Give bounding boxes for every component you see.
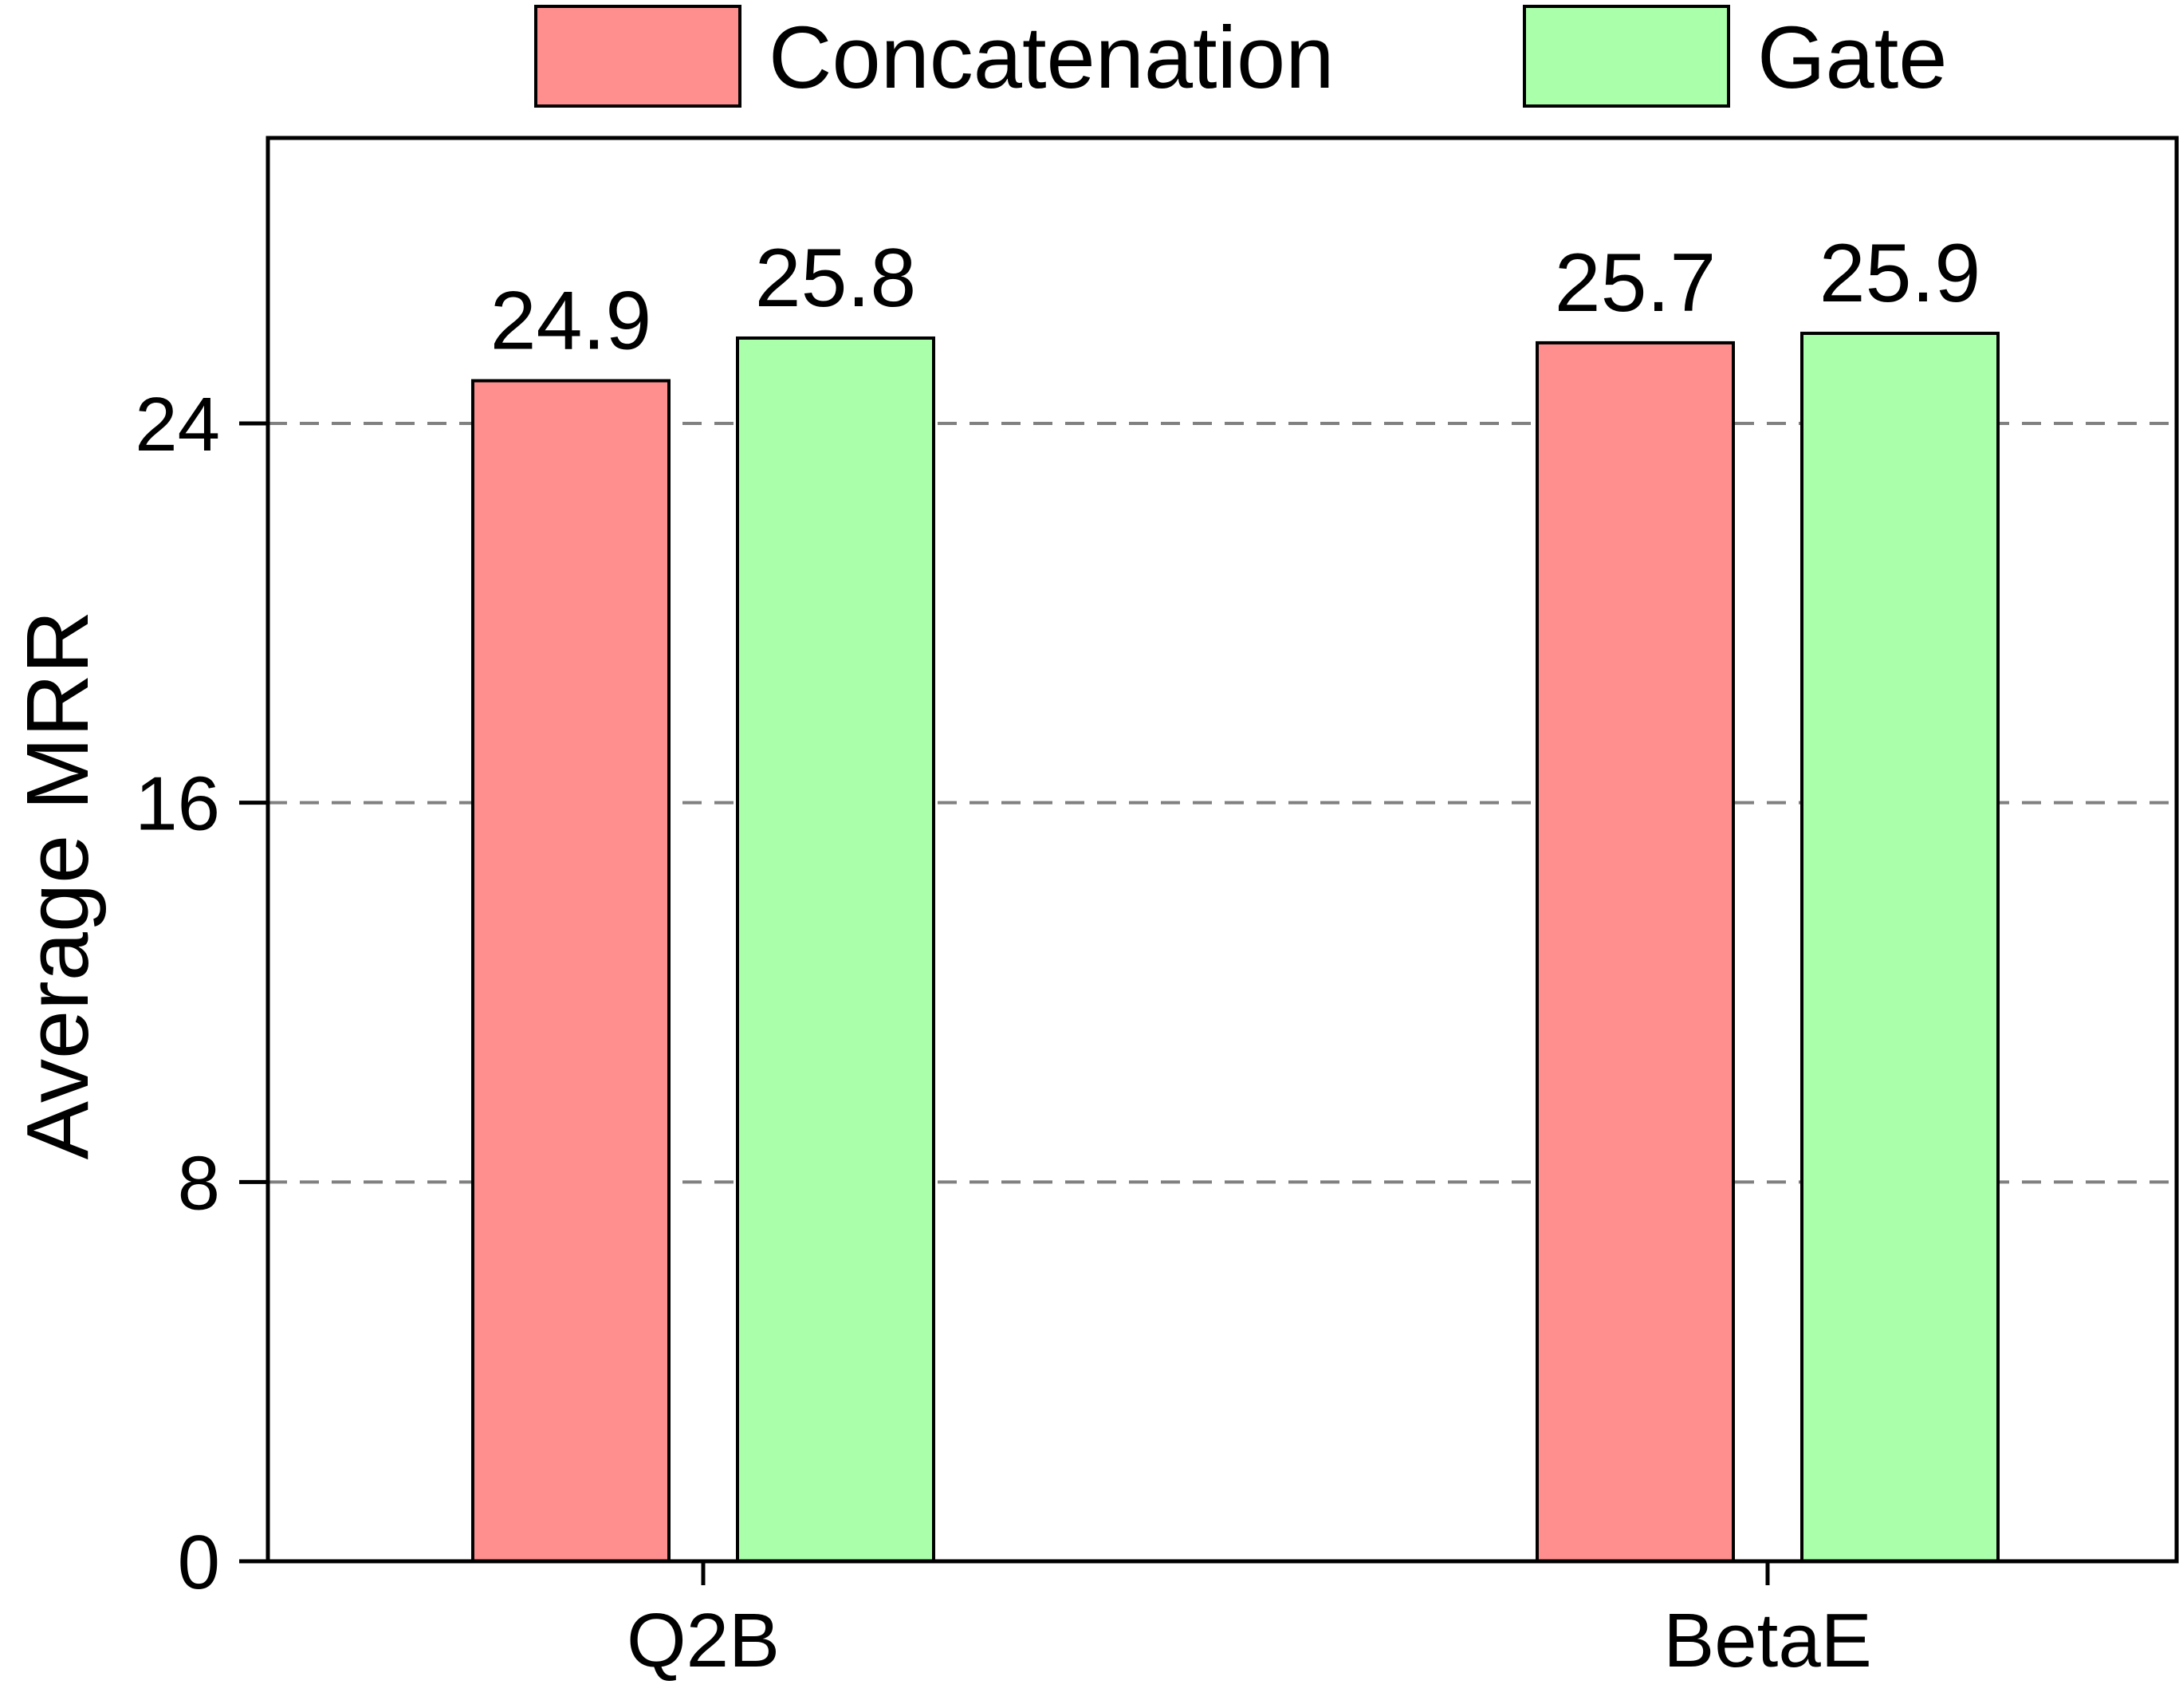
bar-gate-betae (1800, 332, 2000, 1563)
y-axis-title: Average MRR (9, 611, 107, 1160)
y-tick-label: 24 (135, 382, 220, 467)
y-tick-label: 16 (135, 762, 220, 847)
x-category-label: BetaE (1663, 1598, 1872, 1683)
legend-label-gate: Gate (1757, 9, 1947, 107)
data-label: 25.9 (1819, 227, 1980, 320)
data-labels: 24.9 25.8 25.7 25.9 (490, 227, 1980, 367)
bar-gate-q2b (736, 336, 935, 1564)
bars (471, 332, 2000, 1564)
legend-swatch-concatenation (534, 5, 741, 108)
legend: Concatenation Gate (534, 5, 1947, 108)
legend-swatch-gate (1523, 5, 1730, 108)
bar-concatenation-q2b (471, 379, 671, 1563)
plot-frame (265, 136, 2179, 1564)
data-label: 24.9 (490, 274, 651, 367)
bar-concatenation-betae (1536, 340, 1735, 1564)
y-axis: 0 8 16 24 (135, 382, 268, 1605)
y-tick-label: 8 (178, 1140, 220, 1226)
y-tick-label: 0 (178, 1520, 220, 1605)
legend-label-concatenation: Concatenation (769, 9, 1334, 107)
data-label: 25.7 (1555, 237, 1716, 329)
x-axis: Q2B BetaE (627, 1561, 1872, 1683)
data-label: 25.8 (755, 232, 916, 325)
x-category-label: Q2B (627, 1598, 780, 1683)
